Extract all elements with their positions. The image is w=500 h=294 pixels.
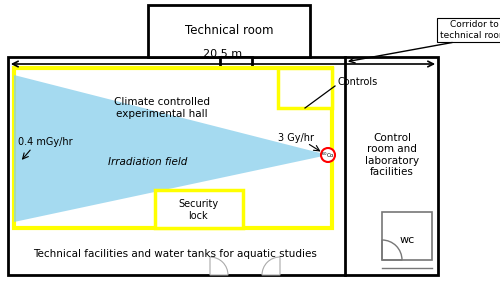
Bar: [8, 57, 438, 275]
Text: wc: wc: [400, 235, 414, 245]
Text: 3 Gy/hr: 3 Gy/hr: [278, 133, 314, 143]
Text: Security
lock: Security lock: [178, 199, 218, 221]
Text: Control
room and
laboratory
facilities: Control room and laboratory facilities: [365, 133, 419, 177]
Bar: [155, 190, 243, 228]
Bar: [14, 68, 332, 228]
Polygon shape: [14, 75, 328, 222]
Circle shape: [321, 148, 335, 162]
Bar: [278, 68, 332, 108]
Wedge shape: [262, 257, 280, 275]
Text: 0.4 mGy/hr: 0.4 mGy/hr: [18, 137, 72, 147]
Text: Technical room: Technical room: [185, 24, 273, 36]
Text: 20.5 m: 20.5 m: [204, 49, 242, 59]
Text: Irradiation field: Irradiation field: [108, 157, 188, 167]
Bar: [382, 212, 432, 260]
Bar: [148, 5, 310, 57]
Text: Technical facilities and water tanks for aquatic studies: Technical facilities and water tanks for…: [33, 249, 317, 259]
Text: Corridor to
technical room: Corridor to technical room: [440, 20, 500, 40]
Text: Controls: Controls: [337, 77, 378, 87]
Wedge shape: [210, 257, 228, 275]
Bar: [220, 57, 252, 70]
Text: $^{60}$Co: $^{60}$Co: [321, 150, 335, 160]
Text: Climate controlled
experimental hall: Climate controlled experimental hall: [114, 97, 210, 119]
